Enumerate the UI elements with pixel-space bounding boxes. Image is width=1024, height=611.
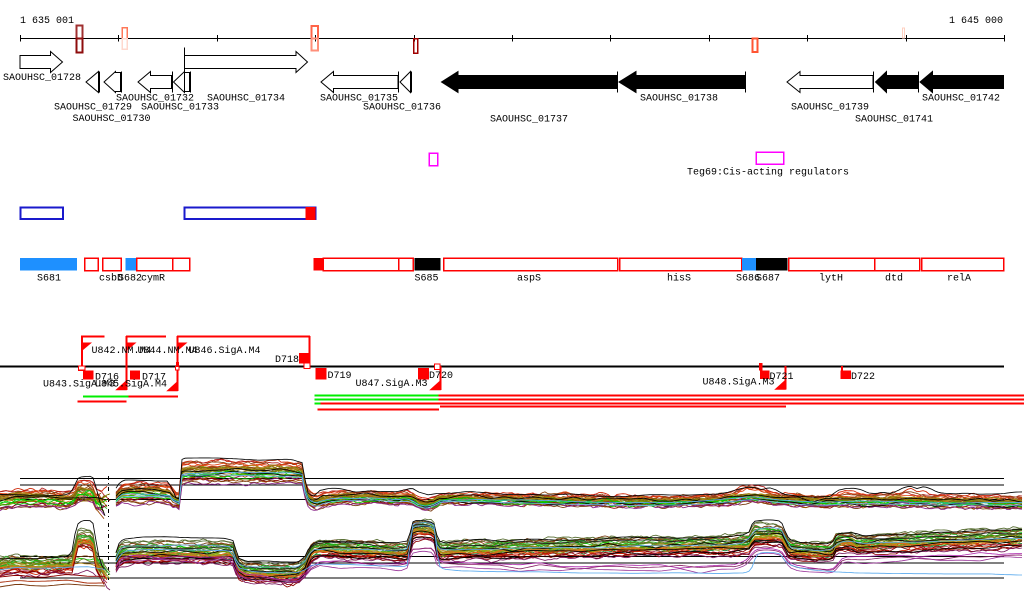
- svg-text:SAOUHSC_01735: SAOUHSC_01735: [320, 94, 398, 105]
- svg-text:D716: D716: [95, 373, 119, 384]
- svg-text:S685: S685: [415, 274, 439, 285]
- svg-text:cymR: cymR: [141, 274, 165, 285]
- svg-text:D722: D722: [851, 372, 875, 383]
- svg-text:SAOUHSC_01729: SAOUHSC_01729: [54, 103, 132, 114]
- svg-text:SAOUHSC_01733: SAOUHSC_01733: [141, 103, 219, 114]
- svg-text:SAOUHSC_01730: SAOUHSC_01730: [73, 114, 151, 125]
- svg-text:D718: D718: [275, 355, 299, 366]
- svg-text:SAOUHSC_01736: SAOUHSC_01736: [363, 103, 441, 114]
- svg-text:relA: relA: [947, 273, 971, 285]
- svg-text:U844.NM.M4: U844.NM.M4: [138, 346, 198, 357]
- svg-text:SAOUHSC_01737: SAOUHSC_01737: [490, 115, 568, 126]
- svg-text:SAOUHSC_01741: SAOUHSC_01741: [855, 115, 933, 126]
- svg-text:SAOUHSC_01734: SAOUHSC_01734: [207, 94, 285, 105]
- svg-text:SAOUHSC_01738: SAOUHSC_01738: [640, 94, 718, 105]
- svg-text:U846.SigA.M4: U846.SigA.M4: [189, 345, 261, 357]
- svg-text:U847.SigA.M3: U847.SigA.M3: [356, 378, 428, 390]
- svg-text:S686: S686: [736, 274, 760, 285]
- svg-text:U845.SigA.M4: U845.SigA.M4: [95, 379, 167, 391]
- svg-text:S681: S681: [37, 274, 61, 285]
- svg-text:dtd: dtd: [885, 273, 903, 285]
- svg-text:D719: D719: [328, 371, 352, 382]
- svg-text:hisS: hisS: [667, 273, 691, 285]
- svg-text:SAOUHSC_01728: SAOUHSC_01728: [3, 73, 81, 84]
- svg-text:U842.NM.M4: U842.NM.M4: [92, 346, 152, 357]
- svg-text:csbD: csbD: [99, 273, 123, 285]
- svg-text:S687: S687: [756, 274, 780, 285]
- svg-text:D720: D720: [429, 371, 453, 382]
- svg-text:U843.SigA.M3: U843.SigA.M3: [43, 379, 115, 391]
- svg-text:1 635 001: 1 635 001: [20, 16, 74, 27]
- svg-text:D717: D717: [142, 373, 166, 384]
- svg-text:SAOUHSC_01739: SAOUHSC_01739: [791, 103, 869, 114]
- svg-text:lytH: lytH: [819, 273, 843, 285]
- svg-text:SAOUHSC_01732: SAOUHSC_01732: [116, 94, 194, 105]
- svg-text:U848.SigA.M3: U848.SigA.M3: [703, 377, 775, 389]
- svg-text:Teg69:Cis-acting regulators: Teg69:Cis-acting regulators: [687, 167, 849, 179]
- svg-text:D721: D721: [770, 372, 794, 383]
- svg-text:aspS: aspS: [517, 274, 541, 285]
- svg-text:1 645 000: 1 645 000: [949, 16, 1003, 27]
- svg-text:S682: S682: [118, 274, 142, 285]
- svg-text:SAOUHSC_01742: SAOUHSC_01742: [922, 94, 1000, 105]
